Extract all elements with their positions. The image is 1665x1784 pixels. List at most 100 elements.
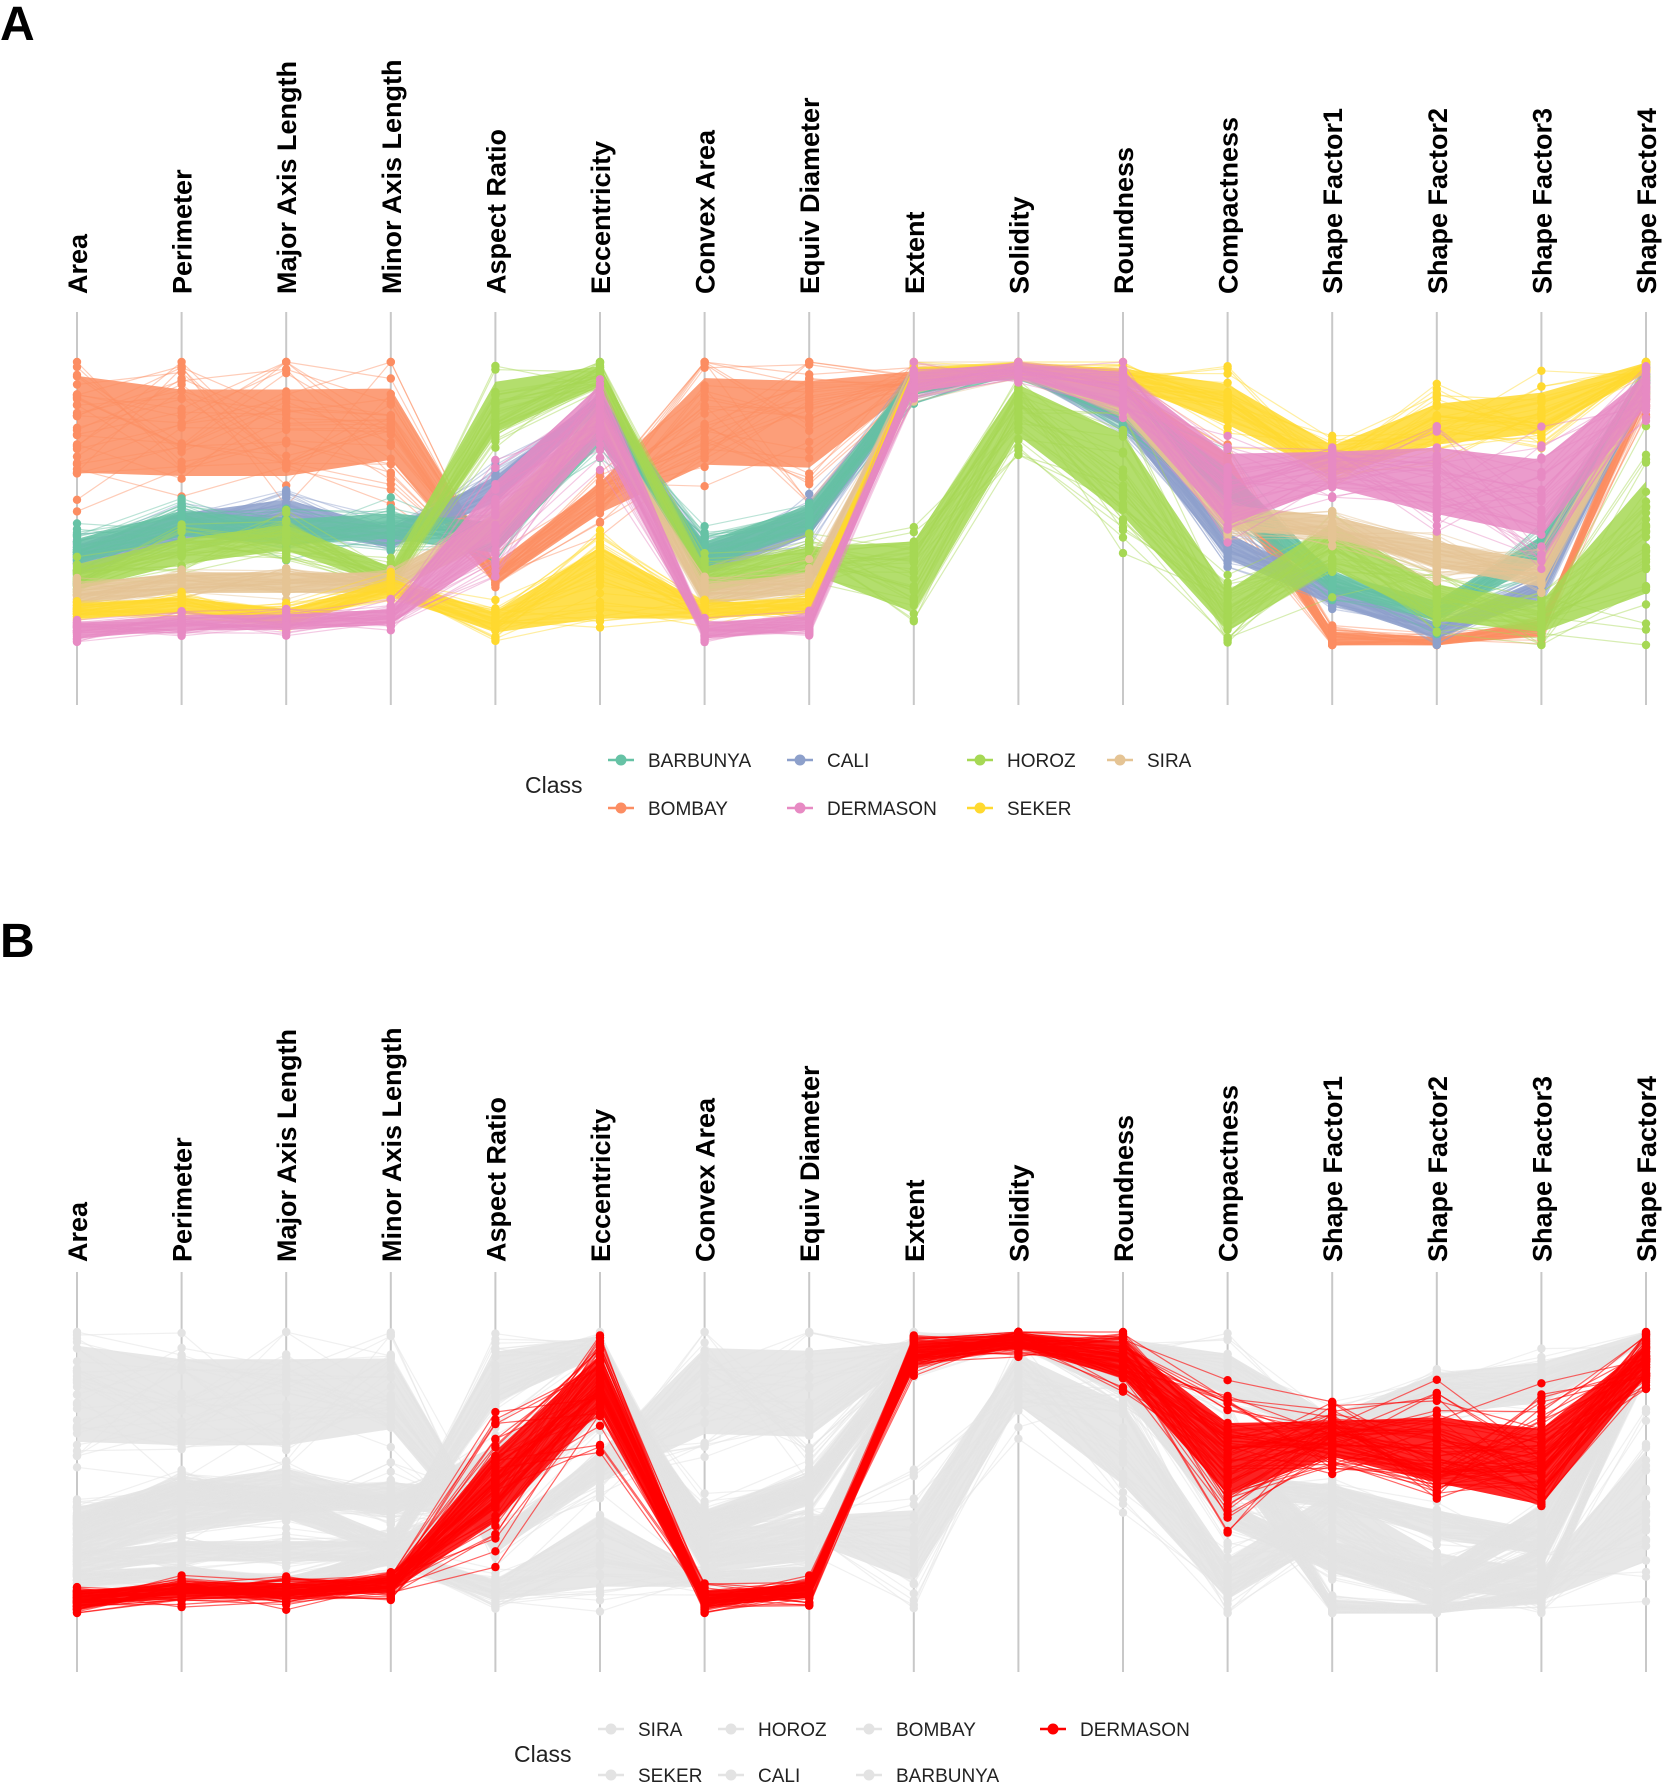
point-dermason [177,607,186,616]
line-horoz [76,372,1647,646]
point-bombay [700,1347,709,1357]
point-dermason [1223,510,1232,520]
point-cali [1223,562,1232,572]
point-seker [595,617,605,626]
line-horoz [76,362,1647,632]
line-barbunya [76,372,1647,615]
point-horoz [491,437,500,446]
point-dermason [1432,510,1442,519]
point-dermason [1118,364,1128,374]
line-barbunya [76,363,1647,626]
line-horoz [76,366,1647,621]
line-bombay [76,361,1647,646]
axis-label-equiv-diameter: Equiv Diameter [795,97,825,294]
point-bombay [282,394,291,403]
point-bombay [805,405,814,415]
line-horoz [76,364,1647,621]
point-dermason [1641,413,1651,422]
point-bombay [595,477,605,486]
point-bombay [700,1327,709,1337]
point-horoz [805,529,814,538]
point-seker [1328,431,1337,440]
point-bombay [700,402,709,411]
point-barbunya [72,545,82,555]
line-barbunya [76,367,1647,621]
point-bombay [595,1463,605,1472]
point-bombay [386,1373,395,1382]
point-horoz [1432,609,1442,618]
point-bombay [72,495,82,504]
point-bombay [177,1403,186,1412]
point-bombay [805,437,814,447]
point-horoz [282,516,291,525]
point-sira [1432,564,1442,574]
line-bombay [76,366,1647,639]
point-seker [1432,391,1442,400]
point-cali [282,491,291,500]
point-seker [1223,369,1232,378]
point-bombay [72,1451,82,1461]
point-bombay [700,381,709,390]
point-dermason [1537,496,1546,506]
point-sira [1432,575,1442,584]
point-bombay [282,1425,291,1434]
point-sira [1432,549,1442,558]
point-horoz [72,552,82,561]
point-seker [491,595,500,605]
point-bombay [72,1357,82,1366]
point-seker [595,597,605,607]
point-bombay [177,364,186,373]
point-bombay [386,485,395,494]
point-horoz [1641,527,1651,536]
point-bombay [700,1452,709,1462]
line-bombay [76,369,1647,642]
point-bombay [72,1390,82,1400]
point-horoz [1641,543,1651,552]
point-bombay [805,383,814,392]
axis-label-compactness: Compactness [1214,117,1244,294]
line-bombay [76,363,1647,645]
point-bombay [805,1419,814,1428]
point-bombay [386,398,395,408]
point-seker [595,572,605,581]
point-bombay [177,420,186,429]
point-dermason [1537,564,1546,574]
point-bombay [386,441,395,450]
point-bombay [72,1440,82,1450]
axis-label-major-axis-length: Major Axis Length [272,1029,302,1262]
point-sira [1537,575,1546,584]
line-bombay [76,361,1647,646]
panel-label-a: A [0,0,35,51]
point-horoz [1118,473,1128,482]
line-bombay [76,361,1647,646]
point-bombay [282,1440,291,1450]
point-barbunya [386,520,395,529]
line-barbunya [76,369,1647,612]
point-seker [595,552,605,561]
axis-label-shape-factor2: Shape Factor2 [1423,1076,1453,1262]
point-dermason [72,636,82,645]
line-horoz [76,361,1647,624]
point-seker [491,636,500,646]
point-horoz [1014,443,1023,452]
band-bombay [77,365,1646,645]
point-bombay [72,423,82,432]
point-bombay [282,405,291,415]
point-dermason [1223,491,1232,500]
point-bombay [72,1337,82,1347]
line-barbunya [76,371,1647,614]
point-dermason [1432,467,1442,476]
point-bombay [700,357,709,367]
point-dermason [491,455,500,465]
point-barbunya [805,500,814,509]
point-horoz [491,390,500,399]
axis-label-eccentricity: Eccentricity [586,141,616,294]
point-bombay [72,430,82,439]
point-dermason [491,463,500,472]
point-bombay [700,1338,709,1347]
point-sira [1328,518,1337,527]
point-dermason [700,631,709,640]
point-bombay [177,376,186,385]
line-horoz [76,383,1647,642]
point-bombay [386,470,395,480]
